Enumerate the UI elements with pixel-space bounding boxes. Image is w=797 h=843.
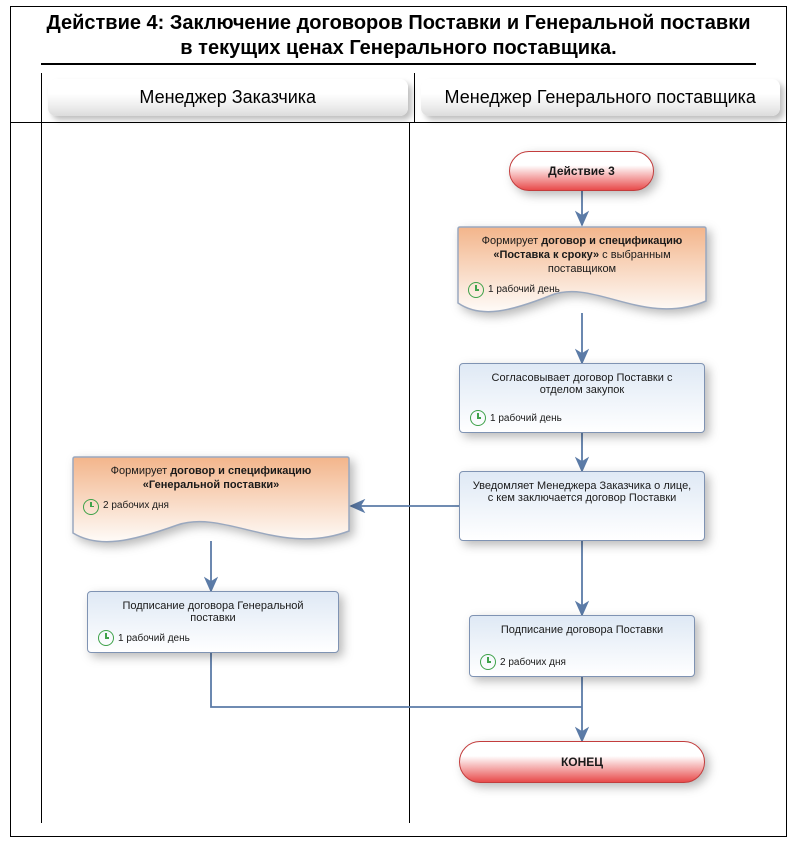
node-label: Подписание договора Поставки xyxy=(480,624,684,636)
node-n1: Формирует договор и спецификацию «Постав… xyxy=(456,225,708,321)
node-n2: Согласовывает договор Поставки с отделом… xyxy=(459,363,705,433)
time-row: 1 рабочий день xyxy=(468,282,696,298)
node-label: Уведомляет Менеджера Заказчика о лице, с… xyxy=(470,480,694,504)
clock-icon xyxy=(468,282,484,298)
time-label: 1 рабочий день xyxy=(488,284,560,297)
diagram-title: Действие 4: Заключение договоров Поставк… xyxy=(11,7,786,61)
lane-body: Действие 3 Формирует договор и специфика… xyxy=(11,123,786,823)
lane-separator xyxy=(409,123,410,823)
title-underline xyxy=(41,63,756,65)
time-label: 2 рабочих дня xyxy=(103,500,169,513)
node-n3: Уведомляет Менеджера Заказчика о лице, с… xyxy=(459,471,705,541)
node-start: Действие 3 xyxy=(509,151,654,191)
lane-header-left-label: Менеджер Заказчика xyxy=(139,87,316,108)
time-row: 2 рабочих дня xyxy=(83,499,339,515)
time-label: 1 рабочий день xyxy=(490,413,562,424)
node-n4: Подписание договора Поставки 2 рабочих д… xyxy=(469,615,695,677)
lane-stub xyxy=(11,73,42,122)
lane-stub-body xyxy=(11,123,42,823)
clock-icon xyxy=(470,410,486,426)
node-end: КОНЕЦ xyxy=(459,741,705,783)
time-row: 2 рабочих дня xyxy=(480,654,684,670)
time-label: 2 рабочих дня xyxy=(500,657,566,668)
lane-header-right-label: Менеджер Генерального поставщика xyxy=(445,87,756,108)
node-l1: Формирует договор и спецификацию «Генера… xyxy=(71,455,351,551)
lane-headers: Менеджер Заказчика Менеджер Генерального… xyxy=(11,73,786,123)
time-label: 1 рабочий день xyxy=(118,633,190,644)
time-row: 1 рабочий день xyxy=(470,410,694,426)
lane-header-right: Менеджер Генерального поставщика xyxy=(415,73,787,122)
lane-header-left: Менеджер Заказчика xyxy=(42,73,414,122)
clock-icon xyxy=(98,630,114,646)
clock-icon xyxy=(83,499,99,515)
node-label: Согласовывает договор Поставки с отделом… xyxy=(470,372,694,396)
diagram-frame: Действие 4: Заключение договоров Поставк… xyxy=(10,6,787,837)
node-label: Подписание договора Генеральной поставки xyxy=(98,600,328,624)
node-l2: Подписание договора Генеральной поставки… xyxy=(87,591,339,653)
clock-icon xyxy=(480,654,496,670)
node-label: Формирует договор и спецификацию «Постав… xyxy=(456,225,708,298)
node-label: Формирует договор и спецификацию «Генера… xyxy=(71,455,351,515)
time-row: 1 рабочий день xyxy=(98,630,328,646)
